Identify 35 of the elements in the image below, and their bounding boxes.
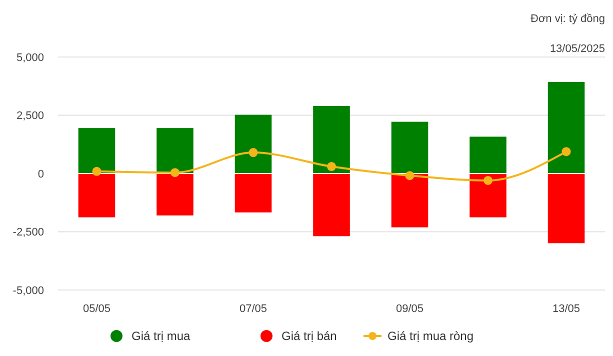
x-tick-label: 05/05 — [82, 303, 110, 315]
point — [327, 162, 336, 172]
bar — [470, 174, 506, 218]
x-tick-label: 07/05 — [239, 303, 268, 315]
bar — [234, 114, 272, 174]
legend-label: Giá trị bán — [282, 329, 337, 344]
bar — [78, 128, 116, 174]
y-tick-label: 5,000 — [16, 52, 44, 64]
x-tick-label: 13/05 — [552, 303, 580, 315]
bar — [548, 82, 585, 174]
point — [484, 176, 493, 185]
x-tick-label: 09/05 — [396, 303, 424, 315]
bar — [156, 174, 194, 216]
bar — [548, 174, 585, 244]
y-tick-label: -2,500 — [12, 226, 44, 239]
y-tick-label: -5,000 — [12, 284, 44, 297]
point — [92, 166, 102, 176]
point — [405, 171, 414, 180]
point — [170, 168, 180, 178]
bar — [313, 174, 350, 236]
bar — [156, 128, 194, 174]
bar — [313, 106, 350, 174]
bar — [234, 174, 272, 212]
bar — [391, 174, 428, 228]
point — [248, 148, 258, 158]
bar — [78, 174, 116, 218]
legend-label: Giá trị mua ròng — [388, 329, 474, 344]
text: 13/05/2025 — [550, 43, 605, 55]
y-tick-label: 2,500 — [16, 110, 44, 122]
y-tick-label: 0 — [38, 168, 44, 180]
bar — [391, 122, 428, 174]
point — [562, 147, 571, 156]
legend-label: Giá trị mua — [132, 329, 191, 344]
text: Đơn vị: tỷ đồng — [530, 13, 605, 25]
bar — [470, 136, 506, 174]
